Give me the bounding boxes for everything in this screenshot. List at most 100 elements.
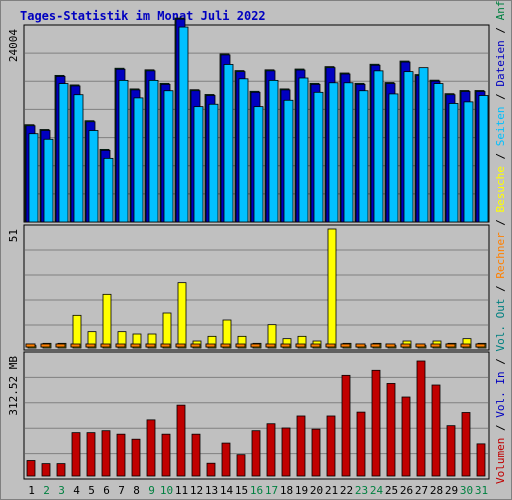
- x-tick-day-16: 16: [250, 484, 263, 497]
- bar-volumen-day-5: [86, 432, 96, 477]
- right-legend: Volumen / Vol. In / Vol. Out / Rechner /…: [494, 0, 507, 484]
- bar-seiten-day-27: [418, 67, 429, 223]
- legend-item-14: Anfragen: [494, 0, 507, 20]
- chart-title: Tages-Statistik im Monat Juli 2022: [20, 9, 266, 23]
- bar-rechner-front-day-6: [100, 343, 111, 348]
- bar-besuche-day-6: [102, 293, 112, 349]
- legend-item-0: Volumen: [494, 438, 507, 484]
- bar-besuche-day-14: [222, 319, 232, 349]
- bar-seiten-day-28: [433, 83, 444, 223]
- legend-item-1: /: [494, 418, 507, 438]
- bar-volumen-day-31: [476, 443, 486, 477]
- x-tick-day-22: 22: [340, 484, 353, 497]
- x-tick-day-21: 21: [325, 484, 338, 497]
- bar-besuche-day-30: [462, 338, 472, 349]
- x-tick-day-5: 5: [88, 484, 95, 497]
- bar-volumen-day-8: [131, 438, 141, 477]
- bar-rechner-front-day-3: [55, 343, 66, 348]
- bar-rechner-front-day-31: [475, 343, 486, 348]
- x-tick-day-3: 3: [58, 484, 65, 497]
- x-tick-day-1: 1: [28, 484, 35, 497]
- bar-seiten-day-22: [343, 82, 354, 223]
- bar-rechner-front-day-26: [400, 343, 411, 348]
- bar-seiten-day-18: [283, 99, 294, 223]
- bar-besuche-day-13: [207, 335, 217, 349]
- x-tick-day-10: 10: [160, 484, 173, 497]
- y-max-label-visits: 51: [7, 229, 20, 242]
- bar-seiten-day-15: [238, 78, 249, 223]
- bar-volumen-day-30: [461, 412, 471, 477]
- bar-volumen-day-28: [431, 384, 441, 477]
- bar-volumen-day-17: [266, 423, 276, 477]
- bar-besuche-day-5: [87, 331, 97, 349]
- legend-item-8: Besuche: [494, 166, 507, 212]
- bar-seiten-day-29: [448, 103, 459, 223]
- bar-besuche-day-21: [327, 228, 337, 349]
- y-max-label-hits: 24004: [7, 29, 20, 62]
- bar-besuche-day-18: [282, 338, 292, 349]
- bar-besuche-day-8: [132, 333, 142, 349]
- legend-item-6: Rechner: [494, 232, 507, 279]
- bar-seiten-day-17: [268, 79, 279, 223]
- bar-seiten-day-30: [463, 101, 474, 223]
- legend-item-3: /: [494, 352, 507, 372]
- bar-rechner-front-day-16: [250, 343, 261, 348]
- x-tick-day-27: 27: [415, 484, 428, 497]
- x-tick-day-25: 25: [385, 484, 398, 497]
- bar-volumen-day-22: [341, 374, 351, 477]
- legend-item-10: Seiten: [494, 106, 507, 146]
- bar-besuche-day-7: [117, 331, 127, 349]
- bar-volumen-day-14: [221, 442, 231, 477]
- bar-rechner-front-day-11: [175, 343, 186, 348]
- bar-rechner-front-day-18: [280, 343, 291, 348]
- legend-item-5: /: [494, 279, 507, 299]
- bar-besuche-day-4: [72, 314, 82, 349]
- bar-seiten-day-5: [88, 130, 99, 223]
- bar-seiten-day-21: [328, 82, 339, 223]
- bar-seiten-day-2: [43, 138, 54, 223]
- panel-frame-visits: [23, 224, 490, 351]
- x-tick-day-14: 14: [220, 484, 234, 497]
- x-tick-day-29: 29: [445, 484, 458, 497]
- x-tick-day-31: 31: [475, 484, 488, 497]
- bar-rechner-front-day-4: [70, 343, 81, 348]
- x-tick-day-17: 17: [265, 484, 278, 497]
- x-tick-day-6: 6: [103, 484, 110, 497]
- bar-seiten-day-25: [388, 93, 399, 223]
- bar-rechner-front-day-22: [340, 343, 351, 348]
- bar-rechner-front-day-13: [205, 343, 216, 348]
- bar-seiten-day-8: [133, 97, 144, 223]
- bar-rechner-front-day-9: [145, 343, 156, 348]
- bar-besuche-day-11: [177, 282, 187, 349]
- bar-volumen-day-6: [101, 430, 111, 477]
- x-tick-day-7: 7: [118, 484, 125, 497]
- bar-volumen-day-18: [281, 427, 291, 477]
- legend-item-4: Vol. Out: [494, 299, 507, 352]
- x-tick-day-9: 9: [148, 484, 155, 497]
- bar-volumen-day-7: [116, 433, 126, 477]
- bar-rechner-front-day-21: [325, 343, 336, 348]
- bar-besuche-day-15: [237, 335, 247, 349]
- bar-rechner-front-day-10: [160, 343, 171, 348]
- bar-volumen-day-25: [386, 383, 396, 477]
- x-tick-day-4: 4: [73, 484, 80, 497]
- bar-seiten-day-4: [73, 94, 84, 223]
- bar-volumen-day-26: [401, 396, 411, 477]
- legend-item-13: /: [494, 20, 507, 40]
- bar-seiten-day-13: [208, 103, 219, 223]
- bar-seiten-day-19: [298, 77, 309, 223]
- bar-rechner-front-day-8: [130, 343, 141, 348]
- bar-volumen-day-1: [26, 460, 36, 477]
- bars: [24, 17, 489, 477]
- bar-seiten-day-6: [103, 157, 114, 223]
- bar-rechner-front-day-29: [445, 343, 456, 348]
- bar-seiten-day-24: [373, 70, 384, 223]
- x-tick-day-13: 13: [205, 484, 218, 497]
- bar-seiten-day-1: [28, 133, 39, 223]
- bar-volumen-day-11: [176, 404, 186, 477]
- bar-rechner-front-day-28: [430, 343, 441, 348]
- x-tick-day-26: 26: [400, 484, 413, 497]
- bar-volumen-day-16: [251, 430, 261, 477]
- bar-rechner-front-day-17: [265, 343, 276, 348]
